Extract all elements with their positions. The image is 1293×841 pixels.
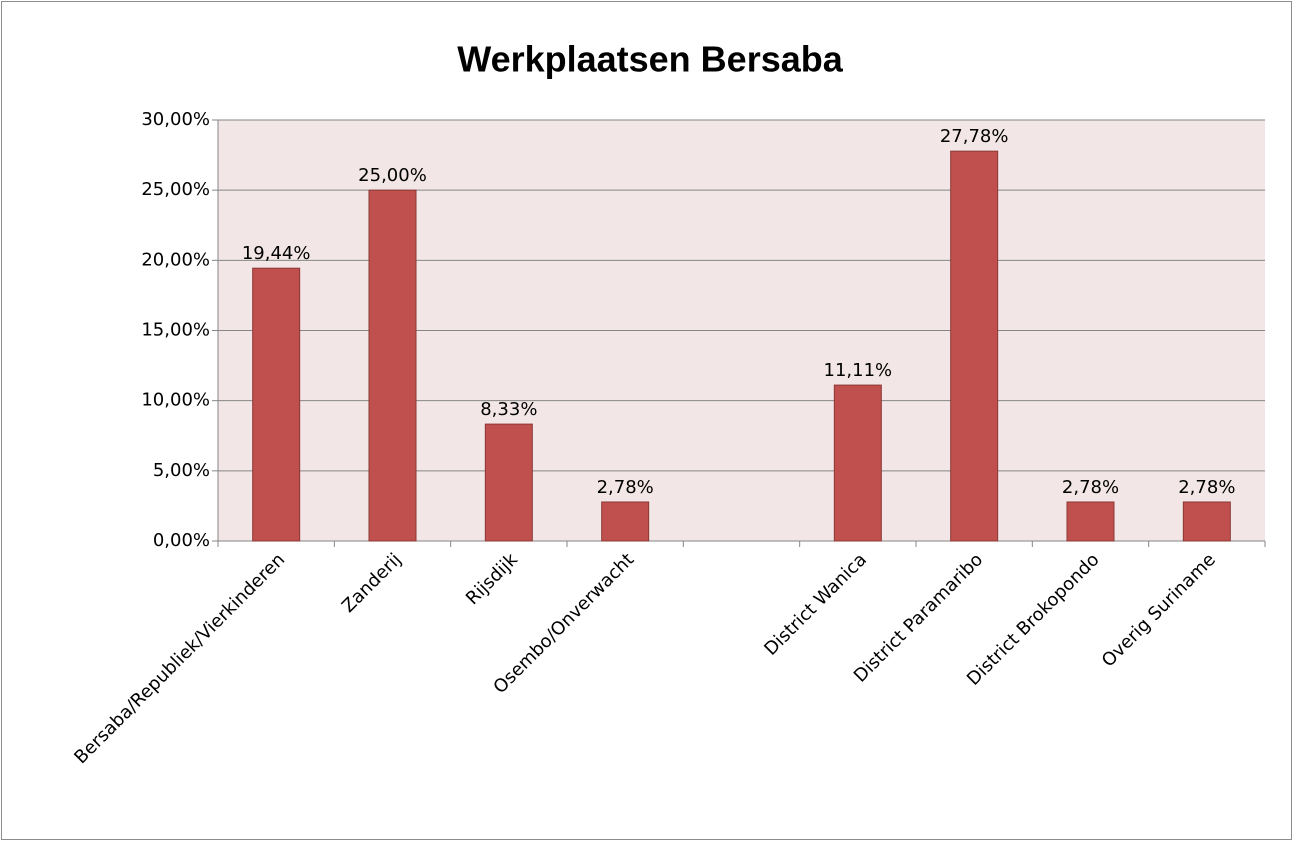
data-label: 19,44% (242, 243, 311, 264)
bar (833, 384, 882, 542)
data-label: 2,78% (1062, 477, 1119, 498)
bar (252, 267, 301, 542)
data-label: 27,78% (940, 126, 1009, 147)
y-tick-label: 10,00% (141, 390, 210, 411)
y-tick-label: 0,00% (153, 530, 210, 551)
y-tick-label: 20,00% (141, 249, 210, 270)
data-label: 8,33% (480, 399, 537, 420)
data-label: 2,78% (597, 477, 654, 498)
bar (1066, 501, 1115, 542)
bar (368, 189, 417, 542)
chart-title: Werkplaatsen Bersaba (457, 39, 844, 80)
data-label: 25,00% (358, 165, 427, 186)
data-label: 11,11% (824, 360, 893, 381)
y-tick-label: 25,00% (141, 179, 210, 200)
bar (601, 501, 650, 542)
bar (484, 423, 533, 542)
data-label: 2,78% (1178, 477, 1235, 498)
y-tick-label: 15,00% (141, 320, 210, 341)
bar (1182, 501, 1231, 542)
y-tick-label: 5,00% (153, 460, 210, 481)
bar (950, 150, 999, 542)
y-tick-label: 30,00% (141, 109, 210, 130)
